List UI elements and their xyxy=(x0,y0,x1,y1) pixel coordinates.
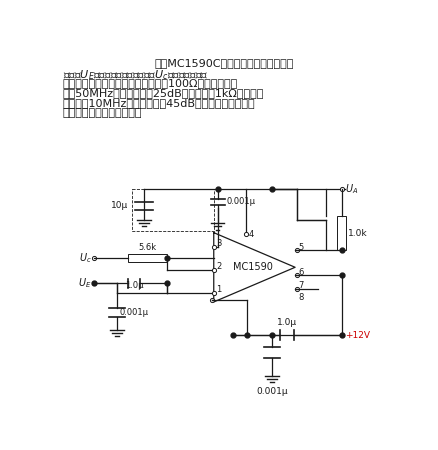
Text: 耦合级联，则可提高增益。: 耦合级联，则可提高增益。 xyxy=(63,108,142,118)
Text: 6: 6 xyxy=(297,268,303,277)
Text: 1.0μ: 1.0μ xyxy=(125,281,143,290)
Text: +12V: +12V xyxy=(344,331,369,340)
Text: 5.6k: 5.6k xyxy=(138,243,156,252)
Text: 7: 7 xyxy=(297,281,303,290)
Text: $U_A$: $U_A$ xyxy=(345,182,358,196)
Text: 5: 5 xyxy=(297,243,303,252)
Text: 0.001μ: 0.001μ xyxy=(226,198,254,207)
Text: 入信号$U_E$外尚有自动控制增益信号$U_c$，这样就很适合: 入信号$U_E$外尚有自动控制增益信号$U_c$，这样就很适合 xyxy=(63,68,208,81)
Text: 0.001μ: 0.001μ xyxy=(255,387,287,396)
Text: 1: 1 xyxy=(215,285,221,294)
Text: 频率可达10MHz，电压增益为45dB。将几个电路用电容: 频率可达10MHz，电压增益为45dB。将几个电路用电容 xyxy=(63,98,254,108)
Text: 在宽带视频放大器中应用。当负载为100Ω时，上限频率: 在宽带视频放大器中应用。当负载为100Ω时，上限频率 xyxy=(63,78,237,88)
Text: 可达50MHz，电压增益为25dB；当负载为1kΩ时，上限: 可达50MHz，电压增益为25dB；当负载为1kΩ时，上限 xyxy=(63,88,263,98)
Text: 1.0μ: 1.0μ xyxy=(276,318,296,327)
Text: $U_c$: $U_c$ xyxy=(78,251,91,265)
Text: 10μ: 10μ xyxy=(111,201,128,210)
Text: 1.0k: 1.0k xyxy=(347,229,367,238)
Text: 0.001μ: 0.001μ xyxy=(120,308,148,317)
Text: 8: 8 xyxy=(297,293,303,302)
Bar xyxy=(128,254,167,262)
Bar xyxy=(336,216,346,250)
Text: 采用MC1590C组件的电路，该组件除输: 采用MC1590C组件的电路，该组件除输 xyxy=(155,58,293,68)
Text: $U_E$: $U_E$ xyxy=(78,277,91,290)
Text: MC1590: MC1590 xyxy=(232,262,272,272)
Text: 4: 4 xyxy=(248,230,253,239)
Text: 2: 2 xyxy=(215,262,221,271)
Text: 3: 3 xyxy=(215,239,221,248)
